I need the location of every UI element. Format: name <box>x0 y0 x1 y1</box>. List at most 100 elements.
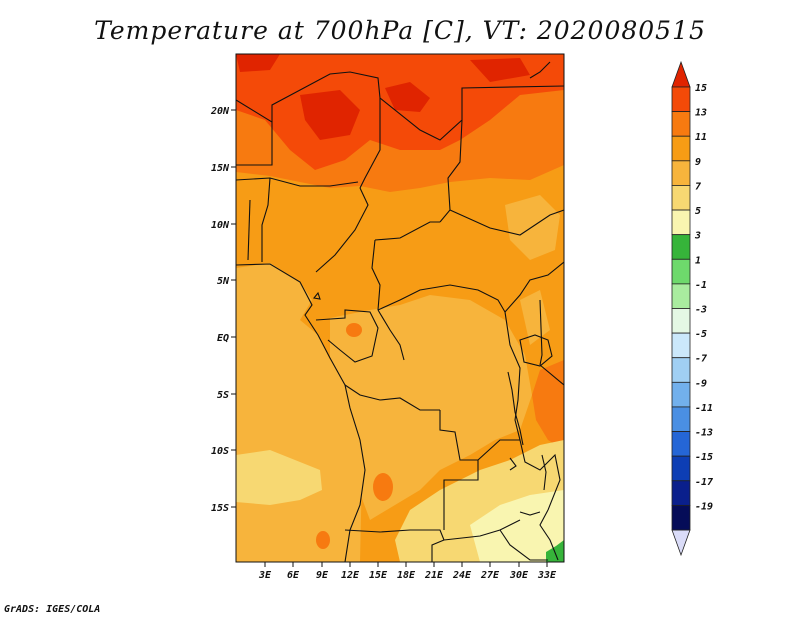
lon-label-21e: 21E <box>424 570 444 581</box>
colorbar-label: -17 <box>695 477 713 488</box>
field-hottest-core-1 <box>300 90 360 140</box>
border-lake-kariba <box>509 457 517 471</box>
field-hot-spot-1 <box>373 473 393 501</box>
border-south-sudan-east <box>504 261 564 313</box>
border-zimbabwe <box>499 529 548 561</box>
colorbar-box <box>671 185 691 211</box>
lon-label-33e: 33E <box>537 570 557 581</box>
border-tanzania <box>539 364 564 386</box>
colorbar-label: -3 <box>695 305 707 316</box>
colorbar-box <box>671 111 691 137</box>
field-east-cool <box>505 195 560 260</box>
border-drc-east <box>504 311 521 441</box>
border-north-2 <box>236 99 273 166</box>
colorbar-label: 13 <box>695 108 707 119</box>
plot-frame <box>235 53 565 563</box>
border-botswana <box>431 539 445 562</box>
field-east-warm <box>532 360 564 450</box>
lat-label-5s: 5S <box>217 390 229 401</box>
colorbar-box <box>671 357 691 383</box>
map-title: Temperature at 700hPa [C], VT: 202008051… <box>94 16 706 45</box>
field-hot-core <box>236 54 564 170</box>
colorbar-label: -19 <box>695 501 713 512</box>
colorbar-label: 3 <box>694 231 701 242</box>
country-borders <box>236 61 564 562</box>
colorbar-box <box>671 504 691 531</box>
border-nigeria-benin <box>261 177 271 262</box>
border-congo <box>377 309 405 361</box>
border-cameroon-east <box>371 239 381 311</box>
colorbar-label: 5 <box>695 206 701 217</box>
lat-label-20n: 20N <box>210 106 230 117</box>
colorbar-label: -15 <box>695 452 713 463</box>
lat-label-15n: 15N <box>211 163 230 174</box>
border-gabon <box>315 309 379 363</box>
colorbar-label: -7 <box>695 354 707 365</box>
lat-label-15s: 15S <box>211 503 229 514</box>
colorbar-label: 15 <box>695 83 707 94</box>
border-lake-tanganyika <box>507 371 524 446</box>
border-bioko <box>312 291 321 300</box>
colorbar-label: 11 <box>695 132 707 143</box>
colorbar-box <box>671 332 691 359</box>
lon-label-15e: 15E <box>369 570 388 581</box>
border-benin-togo <box>247 199 251 261</box>
lat-axis: 20N 15N 10N 5N EQ 5S 10S 15S <box>210 106 236 514</box>
colorbar-box <box>671 135 691 162</box>
colorbar-label: 9 <box>695 157 701 168</box>
border-lakes-2 <box>519 511 541 516</box>
lat-label-eq: EQ <box>217 333 229 344</box>
colorbar-label: -13 <box>695 428 713 439</box>
lon-label-6e: 6E <box>287 570 300 581</box>
colorbar-label: 7 <box>695 181 701 192</box>
field-hottest-core-3 <box>236 54 280 72</box>
field-south-coolest <box>470 490 564 562</box>
border-niger-nigeria <box>236 177 359 187</box>
colorbar-label: -9 <box>695 378 707 389</box>
colorbar-box <box>671 283 691 309</box>
colorbar-box <box>671 431 691 457</box>
border-angola-zambia <box>443 460 479 530</box>
lat-label-10n: 10N <box>211 220 230 231</box>
colorbar-box <box>671 258 691 285</box>
lon-label-3e: 3E <box>258 570 272 581</box>
border-drc-angola-east <box>439 410 478 461</box>
border-lake-malawi <box>541 454 547 491</box>
border-chad-sudan <box>439 119 463 223</box>
colorbar-box <box>671 209 691 236</box>
lat-label-10s: 10S <box>211 446 229 457</box>
field-hot-spot-3 <box>346 323 362 337</box>
border-uganda-kenya <box>539 299 543 366</box>
border-cameroon-nigeria <box>315 187 369 273</box>
colorbar-box <box>671 160 691 186</box>
border-sudan-south <box>449 209 564 236</box>
border-chad-west <box>359 98 381 189</box>
border-red-sea <box>529 61 551 79</box>
colorbar: 15 13 11 9 7 5 3 1 -1 -3 -5 -7 -9 -11 -13 -15 -17 -19 <box>671 60 713 557</box>
colorbar-box <box>671 381 691 408</box>
colorbar-box <box>671 86 691 113</box>
field-south-cool-west <box>236 450 322 505</box>
field-hottest-core-2 <box>385 82 430 112</box>
field-hottest-core-4 <box>470 58 530 82</box>
border-coast <box>236 263 366 562</box>
border-drc-angola-north <box>344 384 440 411</box>
colorbar-label: 1 <box>695 255 701 266</box>
border-lake-victoria <box>519 334 553 367</box>
field-green-patch <box>546 540 564 562</box>
border-angola-namibia <box>344 529 445 541</box>
border-mozambique <box>539 509 559 561</box>
colorbar-box <box>671 480 691 506</box>
border-namibia-caprivi <box>443 519 521 541</box>
border-car-south <box>377 284 506 313</box>
colorbar-label: -1 <box>695 280 707 291</box>
lon-label-12e: 12E <box>341 570 360 581</box>
colorbar-label: -5 <box>695 329 707 340</box>
lon-label-9e: 9E <box>316 570 329 581</box>
colorbar-top-arrow <box>671 60 691 88</box>
colorbar-box <box>671 455 691 482</box>
lon-label-24e: 24E <box>452 570 472 581</box>
colorbar-box <box>671 234 691 260</box>
colorbar-box <box>671 406 691 432</box>
